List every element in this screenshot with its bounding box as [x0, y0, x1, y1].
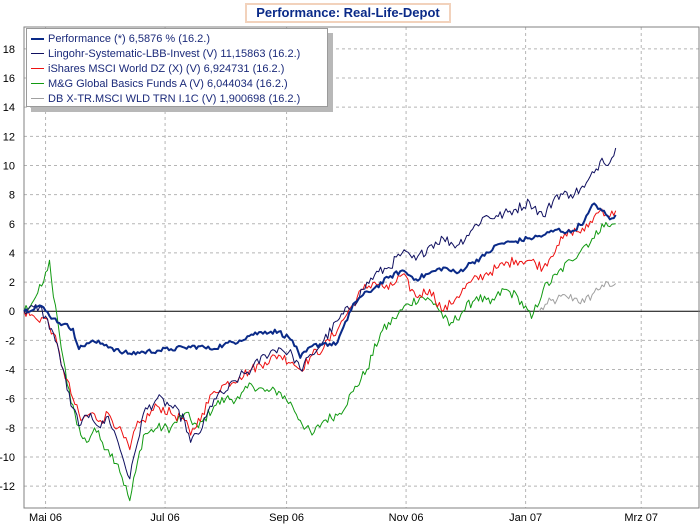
legend-label: M&G Global Basics Funds A (V) 6,044034 (…	[48, 77, 288, 90]
legend-label: Lingohr-Systematic-LBB-Invest (V) 11,158…	[48, 47, 301, 60]
x-tick-label: Mai 06	[29, 512, 62, 524]
y-tick-label: 16	[3, 73, 15, 85]
legend-swatch	[31, 98, 44, 99]
legend-swatch	[31, 53, 44, 54]
y-tick-label: 4	[9, 248, 15, 260]
tick-labels: -12 -10 -8 -6 -4 -2 0 2 4 6 8 10 12 14 16 18 Mai 06 Jul 0…	[0, 44, 658, 524]
y-tick-label: -2	[5, 335, 15, 347]
legend-item: Lingohr-Systematic-LBB-Invest (V) 11,158…	[31, 46, 327, 61]
y-tick-label: 18	[3, 44, 15, 56]
legend-item: iShares MSCI World DZ (X) (V) 6,924731 (…	[31, 61, 327, 76]
x-tick-label: Mrz 07	[624, 512, 658, 524]
plot-frame	[23, 26, 700, 509]
legend-label: Performance (*) 6,5876 % (16.2.)	[48, 32, 211, 45]
x-tick-label: Jan 07	[509, 512, 542, 524]
y-tick-label: 0	[9, 306, 15, 318]
y-tick-label: 6	[9, 219, 15, 231]
legend-item: M&G Global Basics Funds A (V) 6,044034 (…	[31, 76, 327, 91]
y-tick-label: 12	[3, 131, 15, 143]
y-tick-label: -8	[5, 423, 15, 435]
legend-swatch	[31, 83, 44, 84]
legend-item: DB X-TR.MSCI WLD TRN I.1C (V) 1,900698 (…	[31, 91, 327, 106]
y-tick-label: -10	[0, 452, 15, 464]
series-line-4	[538, 280, 617, 312]
series-line-3	[23, 221, 616, 502]
legend-item: Performance (*) 6,5876 % (16.2.)	[31, 31, 327, 46]
x-tick-label: Jul 06	[150, 512, 179, 524]
legend-swatch	[31, 68, 44, 69]
legend-label: iShares MSCI World DZ (X) (V) 6,924731 (…	[48, 62, 285, 75]
y-tick-label: -4	[5, 365, 15, 377]
y-tick-label: 10	[3, 160, 15, 172]
axes	[23, 26, 700, 509]
y-tick-label: 8	[9, 190, 15, 202]
legend-label: DB X-TR.MSCI WLD TRN I.1C (V) 1,900698 (…	[48, 92, 301, 105]
series-line-0	[23, 202, 617, 359]
grid	[24, 27, 700, 508]
x-tick-label: Sep 06	[269, 512, 304, 524]
y-tick-label: 14	[3, 102, 15, 114]
y-tick-label: -6	[5, 394, 15, 406]
chart-title: Performance: Real-Life-Depot	[245, 3, 451, 23]
legend-swatch	[31, 37, 44, 40]
y-tick-label: -12	[0, 481, 15, 493]
legend: Performance (*) 6,5876 % (16.2.) Lingohr-…	[26, 28, 328, 107]
x-tick-label: Nov 06	[389, 512, 424, 524]
series-line-2	[23, 208, 617, 451]
series-line-1	[23, 147, 617, 480]
y-tick-label: 2	[9, 277, 15, 289]
series-lines	[23, 147, 617, 502]
